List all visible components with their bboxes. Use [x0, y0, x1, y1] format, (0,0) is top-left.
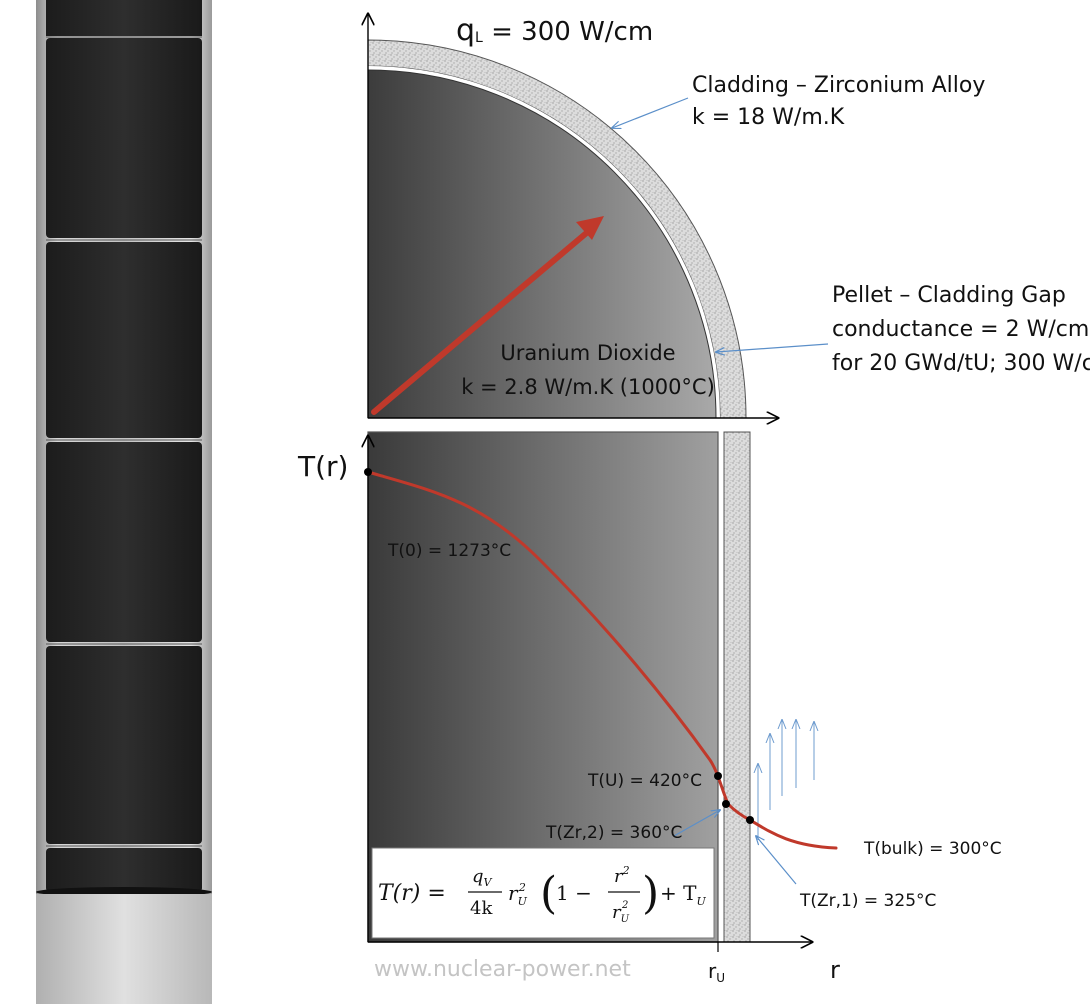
fuel-pellet-6 [46, 848, 202, 892]
eq-frac-den: 4k [470, 898, 493, 919]
cladding-region [723, 431, 751, 943]
clad-outer-leader [756, 836, 797, 885]
fuel-pellet-2 [46, 38, 202, 238]
point-clad-outer-temp [746, 816, 754, 824]
equation-box [371, 847, 715, 939]
gap-condition: for 20 GWd/tU; 300 W/cm [832, 351, 1090, 376]
point-clad-inner-temp [722, 800, 730, 808]
fuel-pellet-1 [46, 0, 202, 36]
fuel-pellet-3 [46, 242, 202, 438]
eq-inner-den: rU2 [612, 900, 630, 925]
fuel-pellet-quarter [367, 69, 717, 419]
gap-conductance: conductance = 2 W/cm2.K [832, 315, 1090, 342]
heat-flux-arrows [758, 720, 814, 840]
point-center-temp [364, 468, 372, 476]
eq-frac-num: qV [472, 866, 493, 889]
label-clad-inner-temp: T(Zr,2) = 360°C [545, 823, 682, 843]
temperature-equation: T(r) = qV 4k rU2 ( 1 − r2 rU2 ) + TU [371, 847, 715, 939]
fuel-conductivity: k = 2.8 W/m.K (1000°C) [461, 375, 715, 399]
label-fuel-surface-temp: T(U) = 420°C [587, 771, 702, 791]
fuel-pellet-4 [46, 442, 202, 642]
eq-paren-close: ) [642, 868, 659, 919]
fuel-title: Uranium Dioxide [500, 341, 675, 365]
heat-direction-arrow [371, 227, 593, 415]
profile-x-axis-label: r [830, 956, 840, 984]
eq-paren-open: ( [540, 868, 557, 919]
end-plug [36, 894, 212, 1004]
eq-inner-num: r2 [614, 864, 630, 887]
clad-inner-leader [673, 810, 720, 837]
label-bulk-temp: T(bulk) = 300°C [863, 839, 1002, 859]
label-center-temp: T(0) = 1273°C [387, 541, 511, 561]
eq-one-minus: 1 − [556, 881, 592, 905]
gap-leader-line [716, 343, 829, 352]
point-fuel-surface-temp [714, 772, 722, 780]
cladding-title: Cladding – Zirconium Alloy [692, 73, 985, 98]
eq-plus-tu: + TU [660, 881, 706, 908]
linear-heat-rate-label: qL = 300 W/cm [456, 13, 653, 48]
cladding-leader-line [612, 97, 689, 128]
profile-y-axis-label: T(r) [297, 450, 348, 483]
fuel-cross-section [368, 14, 778, 418]
eq-lhs: T(r) = [378, 881, 446, 906]
heat-direction-arrowhead [576, 216, 604, 240]
gap-title: Pellet – Cladding Gap [832, 283, 1066, 308]
fuel-pellet-5 [46, 646, 202, 844]
cladding-conductivity: k = 18 W/m.K [692, 105, 845, 130]
fuel-radius-label: rU [708, 959, 725, 985]
fuel-rod-illustration [36, 0, 212, 1004]
eq-radius: rU2 [508, 881, 528, 908]
watermark: www.nuclear-power.net [374, 957, 631, 982]
label-clad-outer-temp: T(Zr,1) = 325°C [799, 891, 936, 911]
